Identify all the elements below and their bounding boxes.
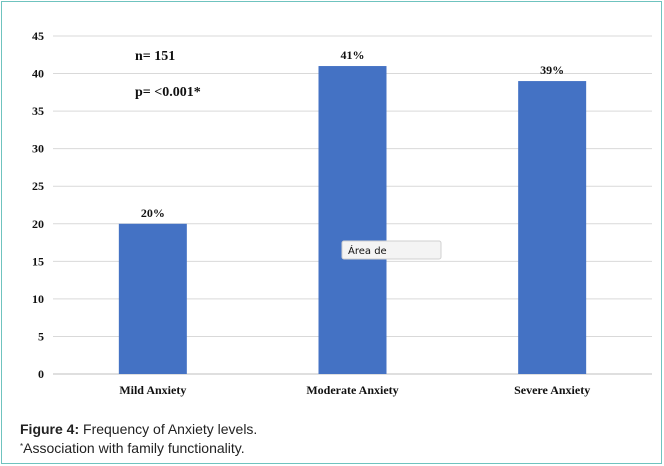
y-tick-label: 45 — [32, 29, 44, 43]
x-category-label: Moderate Anxiety — [306, 383, 398, 397]
y-tick-label: 15 — [32, 254, 44, 268]
x-category-label: Mild Anxiety — [119, 383, 186, 397]
caption-line-1: Figure 4: Frequency of Anxiety levels. — [20, 420, 257, 439]
footnote-mark: * — [20, 442, 23, 451]
data-label: 39% — [540, 63, 564, 77]
annotation-p: p= <0.001* — [135, 85, 201, 100]
y-tick-label: 10 — [32, 292, 44, 306]
y-axis-ticks: 0 5 10 15 20 25 30 35 40 45 — [32, 29, 44, 381]
y-tick-label: 40 — [32, 67, 44, 81]
bar-severe-anxiety — [518, 81, 586, 374]
tooltip-text: Área de — [348, 244, 387, 257]
footnote-text: Association with family functionality. — [23, 440, 245, 456]
tooltip-popup: Área de — [342, 241, 441, 259]
figure-caption: Figure 4: Frequency of Anxiety levels. *… — [20, 420, 257, 458]
y-tick-label: 35 — [32, 104, 44, 118]
y-tick-label: 5 — [38, 329, 44, 343]
x-axis-categories: Mild Anxiety Moderate Anxiety Severe Anxie… — [119, 383, 590, 397]
bar-mild-anxiety — [119, 224, 187, 374]
caption-line-2: *Association with family functionality. — [20, 439, 257, 458]
y-tick-label: 0 — [38, 367, 44, 381]
figure-label: Figure 4: — [20, 421, 79, 437]
y-tick-label: 20 — [32, 217, 44, 231]
annotation-n: n= 151 — [135, 49, 175, 64]
data-label: 20% — [141, 206, 165, 220]
figure-text: Frequency of Anxiety levels. — [79, 421, 257, 437]
bar-chart: 0 5 10 15 20 25 30 35 40 45 20% 41% 39% Mild Anxiet… — [0, 0, 664, 410]
x-category-label: Severe Anxiety — [514, 383, 590, 397]
y-tick-label: 25 — [32, 179, 44, 193]
data-label: 41% — [341, 48, 365, 62]
y-tick-label: 30 — [32, 142, 44, 156]
bar-moderate-anxiety — [319, 66, 387, 374]
bars — [119, 66, 586, 374]
